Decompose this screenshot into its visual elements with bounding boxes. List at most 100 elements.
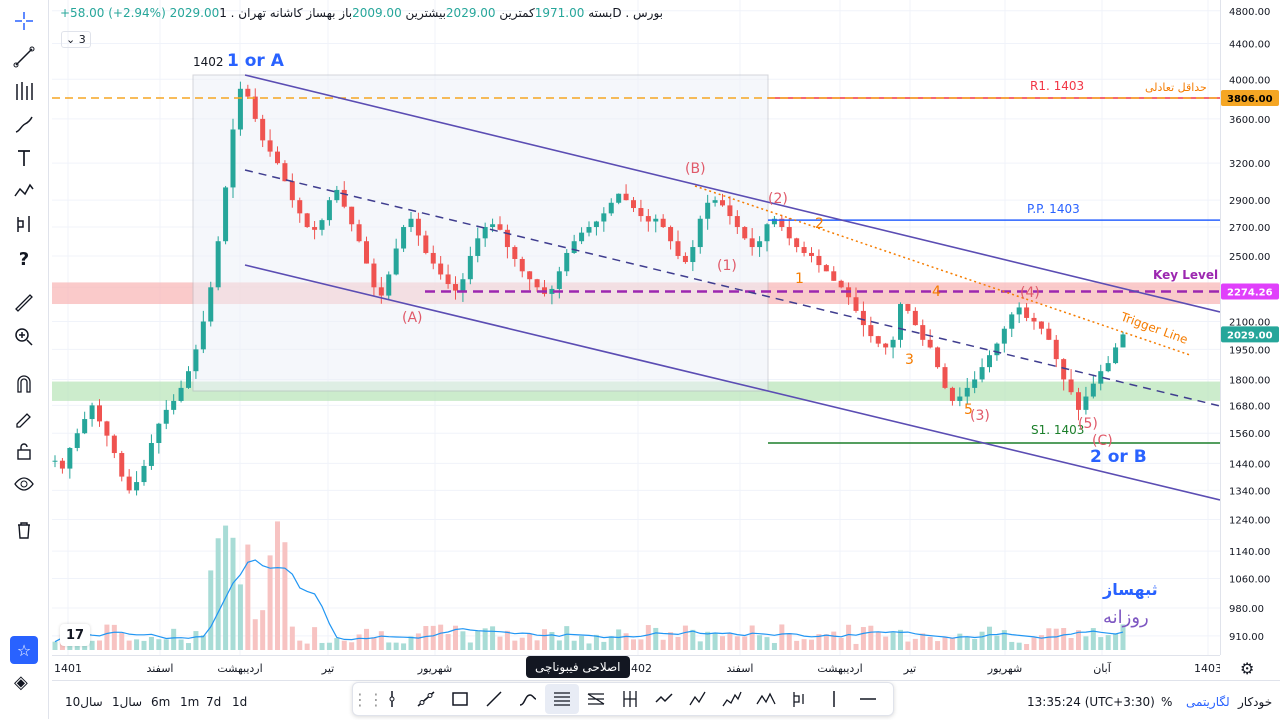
pattern-icon[interactable] — [7, 176, 41, 206]
eye-icon[interactable] — [7, 469, 41, 499]
volume-bar — [905, 641, 911, 650]
ray-icon[interactable] — [409, 684, 443, 714]
forecast-tool-icon[interactable] — [783, 684, 817, 714]
abcd-pattern-icon[interactable] — [681, 684, 715, 714]
candle-body — [401, 227, 407, 249]
candle-body — [697, 218, 703, 248]
ruler-icon[interactable] — [7, 288, 41, 318]
horizontal-line-icon[interactable] — [851, 684, 885, 714]
volume-bar — [356, 634, 362, 650]
zigzag-icon[interactable] — [647, 684, 681, 714]
timeframe-button[interactable]: 1d — [232, 695, 248, 709]
candle-body — [386, 274, 392, 296]
candle-body — [682, 255, 688, 263]
forecast-icon[interactable] — [7, 209, 41, 239]
candle-body — [415, 218, 421, 236]
volume-bar — [178, 639, 184, 650]
pitchfork-tool-icon[interactable] — [613, 684, 647, 714]
candle-body — [200, 321, 206, 350]
candle-body — [482, 227, 488, 239]
volume-bar — [171, 628, 177, 650]
volume-bar — [794, 640, 800, 650]
candle-body — [312, 227, 318, 230]
trash-icon[interactable] — [7, 515, 41, 545]
watermark-period: روزانه — [1103, 607, 1149, 628]
candle-body — [378, 287, 384, 296]
candle-body — [141, 465, 147, 483]
volume-bar — [527, 633, 533, 650]
layers-icon[interactable]: ◈ — [14, 672, 28, 693]
volume-bar — [193, 631, 199, 650]
pitchfork-icon[interactable] — [7, 76, 41, 106]
timeframe-button[interactable]: 10سال — [65, 695, 103, 709]
price-label: 3806.00 — [1227, 94, 1273, 105]
symbol-legend: +58.00 (+2.94%) 2029.00 بسته 1971.00کمتری… — [60, 6, 663, 20]
wave-label: 4 — [932, 284, 941, 300]
x-tick-label: اسفند — [727, 662, 754, 675]
log-toggle[interactable]: لگاریتمی — [1186, 695, 1230, 709]
zoom-icon[interactable] — [7, 322, 41, 352]
vertical-line-icon[interactable] — [375, 684, 409, 714]
volume-bar — [1098, 637, 1104, 650]
brush-icon[interactable] — [7, 110, 41, 140]
trendline-icon[interactable] — [7, 42, 41, 72]
volume-bar — [571, 640, 577, 650]
volume-bar — [186, 643, 191, 650]
elliott-wxy-icon[interactable] — [749, 684, 783, 714]
candle-body — [371, 263, 377, 288]
candle-body — [111, 435, 117, 454]
trend-line-icon[interactable] — [477, 684, 511, 714]
timeframe-button[interactable]: 1سال — [112, 695, 143, 709]
percent-toggle[interactable]: % — [1161, 695, 1173, 709]
question-icon[interactable]: ? — [18, 248, 30, 270]
price-chart[interactable]: R1. 1403 حداقل تعادلی P.P. 1403 S1. 1403 Key… — [52, 0, 1220, 655]
candle-body — [949, 387, 955, 401]
candle-body — [638, 208, 644, 217]
candle-body — [490, 224, 496, 228]
star-icon[interactable]: ☆ — [10, 636, 38, 664]
candle-body — [675, 241, 681, 256]
indicator-count[interactable]: ⌄ 3 — [61, 31, 91, 48]
volume-bar — [831, 631, 837, 650]
x-tick-label: 1401 — [54, 662, 82, 675]
settings-icon[interactable]: ⚙ — [1240, 659, 1255, 678]
price-axis[interactable]: 4800.00 4400.00 4000.00 3600.00 3200.00 2900.… — [1220, 0, 1280, 655]
unlock-icon[interactable] — [7, 436, 41, 466]
candle-body — [712, 200, 718, 203]
clock[interactable]: 13:35:24 (UTC+3:30) — [1027, 695, 1155, 709]
y-tick-label: 980.00 — [1229, 604, 1264, 615]
wave-label: 5 — [964, 402, 973, 418]
volume-bar — [364, 628, 369, 650]
lock-draw-icon[interactable] — [7, 402, 41, 432]
volume-bar — [579, 635, 585, 650]
rectangle-icon[interactable] — [443, 684, 477, 714]
legend-open: 2009.00 — [352, 6, 402, 20]
candle-body — [445, 274, 451, 285]
magnet-icon[interactable] — [7, 369, 41, 399]
text-icon[interactable] — [7, 143, 41, 173]
volume-bar — [972, 638, 978, 650]
elliott-impulse-icon[interactable] — [715, 684, 749, 714]
volume-bar — [237, 584, 243, 650]
time-axis[interactable]: 1401 اسفند اردیبهشت تیر شهریور 1402 اسفند اردیب… — [52, 655, 1222, 680]
path-icon[interactable] — [511, 684, 545, 714]
fib-extension-icon[interactable] — [579, 684, 613, 714]
timeframe-button[interactable]: 7d — [206, 695, 222, 709]
fib-retracement-icon[interactable] — [545, 684, 579, 714]
price-label: 2029.00 — [1227, 330, 1273, 341]
price-label-bg — [1221, 326, 1279, 343]
crosshair-icon[interactable] — [7, 6, 41, 36]
volume-bar — [252, 619, 258, 650]
auto-toggle[interactable]: خودکار — [1238, 695, 1273, 709]
wave-label: (1) — [717, 258, 737, 274]
candle-body — [467, 255, 473, 280]
drag-handle-icon[interactable]: ⋮⋮ — [352, 689, 384, 709]
candle-body — [964, 387, 970, 397]
timeframe-button[interactable]: 1m — [180, 695, 200, 709]
vertical-marker-icon[interactable] — [817, 684, 851, 714]
volume-bar — [1105, 635, 1111, 650]
timeframe-button[interactable]: 6m — [151, 695, 171, 709]
volume-bar — [445, 634, 451, 650]
volume-bar — [326, 642, 332, 650]
candle-body — [163, 409, 169, 424]
